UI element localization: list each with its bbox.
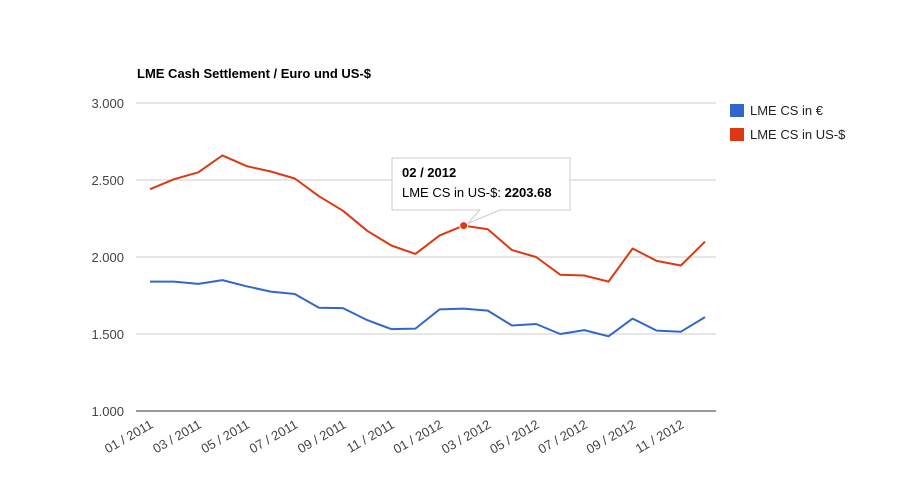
x-tick-label: 09 / 2011: [295, 417, 349, 457]
legend-swatch: [730, 128, 744, 141]
tooltip-title: 02 / 2012: [402, 165, 456, 180]
x-tick-label: 03 / 2012: [439, 417, 493, 457]
x-tick-label: 07 / 2012: [535, 417, 589, 457]
x-tick-label: 03 / 2011: [150, 417, 204, 457]
y-tick-label: 1.000: [91, 404, 124, 419]
x-tick-label: 11 / 2011: [344, 417, 397, 456]
x-tick-label: 01 / 2012: [391, 417, 445, 457]
y-tick-label: 1.500: [91, 327, 124, 342]
x-tick-label: 01 / 2011: [102, 417, 156, 457]
tooltip-value: 2203.68: [505, 185, 552, 200]
chart-title: LME Cash Settlement / Euro und US-$: [137, 66, 372, 81]
data-series: [149, 154, 706, 338]
y-tick-label: 3.000: [91, 96, 124, 111]
x-tick-label: 07 / 2011: [247, 417, 301, 457]
x-tick-label: 05 / 2012: [487, 417, 541, 457]
series-line-1: [150, 279, 706, 338]
gridlines: [136, 102, 716, 335]
legend-label: LME CS in US-$: [750, 127, 846, 142]
tooltip-text: LME CS in US-$: 2203.68: [402, 185, 552, 200]
legend: LME CS in € LME CS in US-$: [730, 103, 846, 142]
series-line-2: [149, 154, 706, 283]
x-tick-label: 05 / 2011: [198, 417, 252, 457]
x-tick-label: 11 / 2012: [633, 417, 687, 457]
tooltip-label: LME CS in US-$:: [402, 185, 505, 200]
y-axis-ticks: 1.000 1.500 2.000 2.500 3.000: [91, 96, 124, 419]
highlighted-point[interactable]: [459, 221, 469, 231]
legend-label: LME CS in €: [750, 103, 824, 118]
tooltip-box: [391, 157, 571, 225]
y-tick-label: 2.000: [91, 250, 124, 265]
y-tick-label: 2.500: [91, 173, 124, 188]
x-tick-label: 09 / 2012: [584, 417, 638, 457]
legend-swatch: [730, 104, 744, 117]
tooltip: 02 / 2012 LME CS in US-$: 2203.68: [391, 157, 571, 225]
